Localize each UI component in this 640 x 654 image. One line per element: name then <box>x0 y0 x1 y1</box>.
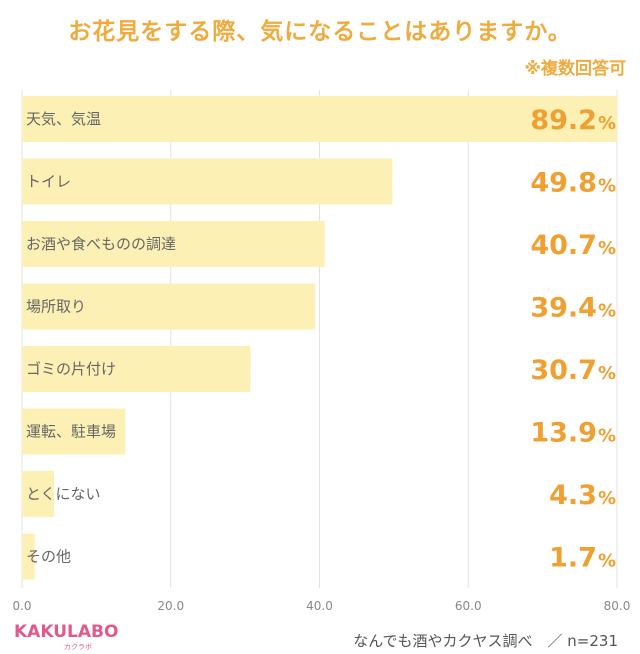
bar <box>22 346 251 392</box>
value-label: 39.4% <box>530 293 616 324</box>
category-label: 運転、駐車場 <box>26 423 116 441</box>
chart-subtitle: ※複数回答可 <box>524 59 626 79</box>
value-label: 30.7% <box>530 355 616 386</box>
bars <box>22 96 617 580</box>
bar <box>22 283 316 330</box>
category-label: 場所取り <box>26 298 86 316</box>
x-axis-ticks: 0.0 20.0 40.0 60.0 80.0 <box>12 599 630 613</box>
x-tick-label: 60.0 <box>455 599 482 613</box>
x-tick-label: 20.0 <box>157 599 184 613</box>
source-note: なんでも酒やカクヤス調べ ／ n=231 <box>353 632 618 650</box>
bar <box>22 471 54 517</box>
category-label: ゴミの片付け <box>26 360 116 378</box>
category-label: トイレ <box>26 173 71 191</box>
chart-title: お花見をする際、気になることはありますか。 <box>68 19 572 45</box>
bar <box>22 221 325 267</box>
category-label: その他 <box>26 548 71 566</box>
value-label: 1.7% <box>549 543 616 574</box>
kakulabo-logo-sub: カクラボ <box>64 643 92 651</box>
x-tick-label: 40.0 <box>306 599 333 613</box>
bar <box>22 533 35 580</box>
kakulabo-logo: KAKULABO <box>14 622 119 642</box>
bar <box>22 96 617 142</box>
x-tick-label: 0.0 <box>12 599 31 613</box>
value-label: 13.9% <box>530 418 616 449</box>
category-label: 天気、気温 <box>26 110 101 128</box>
x-tick-label: 80.0 <box>604 599 631 613</box>
value-label: 4.3% <box>549 480 616 511</box>
bar <box>22 408 126 455</box>
category-label: お酒や食べものの調達 <box>26 235 176 253</box>
value-labels: 89.2% 49.8% 40.7% 39.4% 30.7% 13.9% 4.3% 1.7% <box>530 105 616 574</box>
category-label: とくにない <box>26 485 101 503</box>
category-labels: 天気、気温トイレお酒や食べものの調達場所取りゴミの片付け運転、駐車場とくにないそ… <box>26 110 176 566</box>
value-label: 49.8% <box>530 168 616 199</box>
bar-chart: 天気、気温トイレお酒や食べものの調達場所取りゴミの片付け運転、駐車場とくにないそ… <box>12 90 630 613</box>
value-label: 40.7% <box>530 230 616 261</box>
bar <box>22 158 393 205</box>
value-label: 89.2% <box>530 105 616 136</box>
